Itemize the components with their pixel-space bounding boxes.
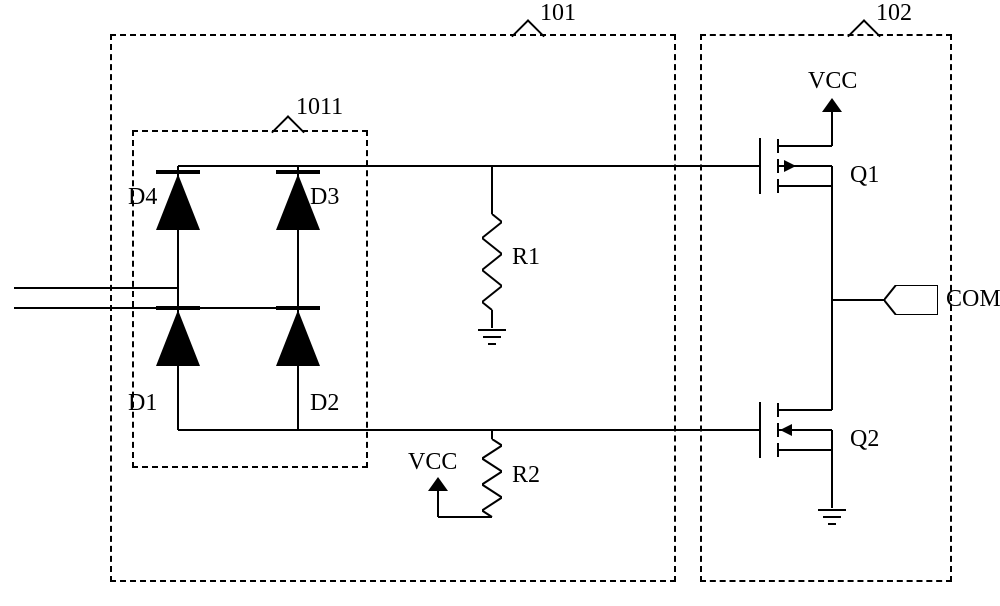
mos-src-h-Q2 bbox=[778, 449, 832, 451]
label-vcc-Q1: VCC bbox=[808, 68, 857, 95]
mos-src-v-Q1 bbox=[831, 186, 833, 234]
ref-label-102: 102 bbox=[876, 0, 912, 27]
label-Q1: Q1 bbox=[850, 162, 879, 189]
r1-bot-stub bbox=[491, 310, 493, 328]
label-D3: D3 bbox=[310, 184, 339, 211]
r2-to-vcc-v bbox=[437, 491, 439, 517]
q1-gate-wire bbox=[298, 165, 760, 167]
q2-gnd-stub bbox=[831, 500, 833, 508]
label-COM: COM bbox=[946, 286, 1000, 313]
mos-drain-v-Q1 bbox=[831, 120, 833, 146]
com-out bbox=[832, 299, 884, 301]
com-lower bbox=[831, 300, 833, 366]
label-R2: R2 bbox=[512, 462, 540, 489]
bridge-top-rail bbox=[178, 165, 298, 167]
mos-src-v-Q2 bbox=[831, 450, 833, 500]
gnd-R1 bbox=[478, 328, 506, 348]
mos-src-h-Q1 bbox=[778, 185, 832, 187]
mos-drain-v-Q2 bbox=[831, 366, 833, 410]
mos-body-tie-Q1 bbox=[831, 166, 833, 186]
mos-gate-Q2 bbox=[759, 402, 761, 458]
gnd-Q2 bbox=[818, 508, 846, 528]
label-vcc-R2: VCC bbox=[408, 449, 457, 476]
mos-arrow-Q1 bbox=[784, 160, 796, 172]
resistor-R1 bbox=[482, 214, 502, 310]
r2-to-vcc-h bbox=[438, 516, 492, 518]
mos-drain-h-Q2 bbox=[778, 409, 832, 411]
r1-top-stub bbox=[491, 166, 493, 214]
ac-in-lower bbox=[14, 307, 298, 309]
resistor-R2 bbox=[482, 439, 502, 517]
ac-in-upper bbox=[14, 287, 178, 289]
label-Q2: Q2 bbox=[850, 426, 879, 453]
com-port-icon bbox=[884, 285, 938, 315]
vcc-arrow-R2 bbox=[428, 477, 448, 493]
ref-label-101: 101 bbox=[540, 0, 576, 27]
com-upper bbox=[831, 234, 833, 300]
label-R1: R1 bbox=[512, 244, 540, 271]
mos-body-tie-Q2 bbox=[831, 430, 833, 450]
ref-label-1011: 1011 bbox=[296, 94, 343, 121]
q2-gate-wire bbox=[178, 429, 760, 431]
mos-arrow-Q2 bbox=[780, 424, 792, 436]
mos-drain-h-Q1 bbox=[778, 145, 832, 147]
vcc-arrow-Q1 bbox=[822, 98, 842, 114]
r2-top-stub bbox=[491, 430, 493, 439]
mos-gate-Q1 bbox=[759, 138, 761, 194]
diode-D2 bbox=[276, 306, 320, 370]
label-D4: D4 bbox=[128, 184, 157, 211]
label-D2: D2 bbox=[310, 390, 339, 417]
diode-D4 bbox=[156, 170, 200, 234]
label-D1: D1 bbox=[128, 390, 157, 417]
diode-D1 bbox=[156, 306, 200, 370]
